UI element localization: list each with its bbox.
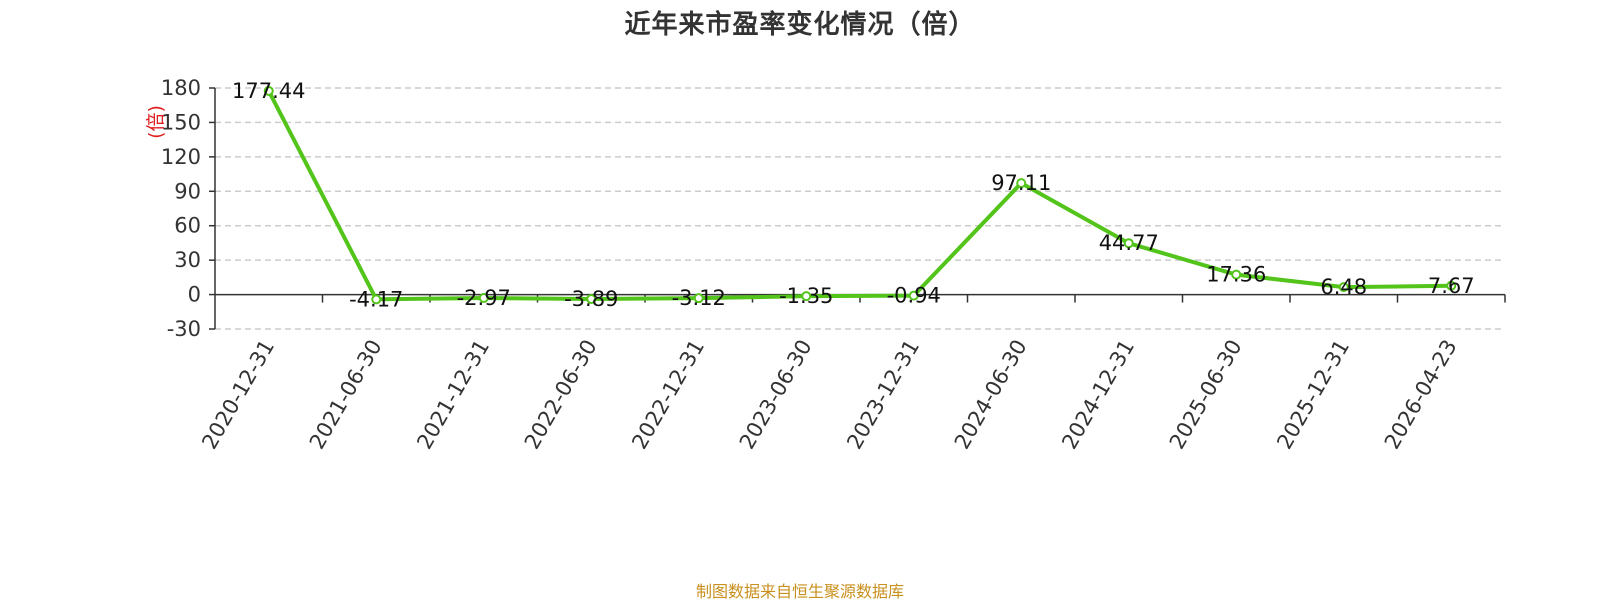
data-label: -3.89 bbox=[564, 287, 618, 311]
y-tick-label: -30 bbox=[167, 317, 201, 341]
data-label: -3.12 bbox=[672, 286, 726, 310]
chart-title: 近年来市盈率变化情况（倍） bbox=[624, 10, 976, 40]
data-label: 177.44 bbox=[232, 79, 305, 103]
data-point bbox=[371, 294, 382, 305]
data-point bbox=[586, 294, 597, 305]
data-label: 97.11 bbox=[991, 171, 1051, 195]
x-tick-labels: 2020-12-31 2021-06-30 2021-12-31 2022-06-30… bbox=[197, 336, 1461, 454]
data-point bbox=[1016, 178, 1027, 189]
y-tick-label: 60 bbox=[174, 214, 201, 238]
data-point bbox=[263, 85, 274, 96]
data-label: 7.67 bbox=[1428, 274, 1475, 298]
data-point bbox=[1123, 238, 1134, 249]
data-point bbox=[908, 290, 919, 301]
y-tick-label: 180 bbox=[161, 76, 201, 100]
data-points bbox=[263, 85, 1457, 305]
grid-lines bbox=[215, 87, 1505, 330]
data-label: -1.35 bbox=[779, 284, 833, 308]
data-point bbox=[1338, 282, 1349, 293]
pe-ratio-series-line bbox=[266, 88, 1454, 302]
x-tick-label: 2026-04-23 bbox=[1380, 336, 1462, 454]
data-source-note: 制图数据来自恒生聚源数据库 bbox=[695, 582, 904, 601]
x-tick-label: 2020-12-31 bbox=[197, 336, 279, 454]
y-tick-label: 30 bbox=[174, 248, 201, 272]
x-tick-label: 2022-12-31 bbox=[627, 336, 709, 454]
y-tick-label: 120 bbox=[161, 145, 201, 169]
x-tick-label: 2024-06-30 bbox=[950, 336, 1032, 454]
y-tick-label: 90 bbox=[174, 179, 201, 203]
data-label: -0.94 bbox=[887, 284, 941, 308]
data-label: -2.97 bbox=[457, 286, 511, 310]
y-tick-labels: 180 150 120 90 60 30 0 -30 bbox=[161, 76, 201, 341]
x-tick-label: 2023-06-30 bbox=[735, 336, 817, 454]
data-labels: 177.44 -4.17 -2.97 -3.89 -3.12 -1.35 -0.94 97.1… bbox=[232, 79, 1475, 311]
x-tick-label: 2021-12-31 bbox=[412, 336, 494, 454]
x-tick-label: 2025-06-30 bbox=[1165, 336, 1247, 454]
x-tick-label: 2021-06-30 bbox=[305, 336, 387, 454]
y-tick-label: 150 bbox=[161, 110, 201, 134]
data-label: 44.77 bbox=[1099, 231, 1159, 255]
data-point bbox=[1446, 280, 1457, 291]
y-tick-label: 0 bbox=[188, 283, 201, 307]
data-label: 6.48 bbox=[1320, 275, 1367, 299]
x-tick-label: 2022-06-30 bbox=[520, 336, 602, 454]
x-tick-label: 2024-12-31 bbox=[1057, 336, 1139, 454]
x-tick-label: 2025-12-31 bbox=[1272, 336, 1354, 454]
data-point bbox=[1231, 269, 1242, 280]
data-point bbox=[693, 293, 704, 304]
x-tick-label: 2023-12-31 bbox=[842, 336, 924, 454]
data-label: 17.36 bbox=[1206, 263, 1266, 287]
data-point bbox=[801, 291, 812, 302]
y-axis-unit-label: (倍) bbox=[145, 105, 167, 139]
data-label: -4.17 bbox=[349, 287, 403, 311]
data-point bbox=[478, 292, 489, 303]
